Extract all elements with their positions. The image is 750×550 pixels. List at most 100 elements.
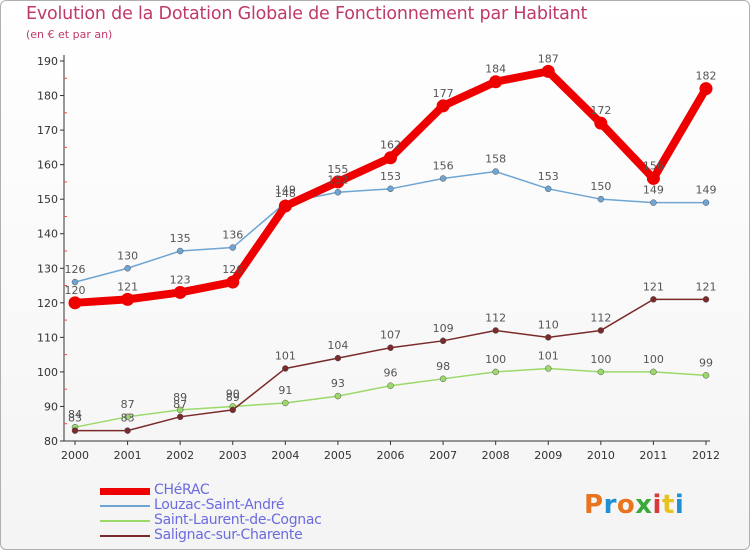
logo-letter: x bbox=[635, 490, 653, 520]
data-point bbox=[121, 292, 135, 306]
data-point bbox=[124, 265, 131, 272]
data-label: 184 bbox=[485, 63, 506, 76]
data-point bbox=[702, 296, 710, 303]
x-tick-label: 2008 bbox=[482, 449, 510, 462]
data-label: 104 bbox=[327, 339, 348, 352]
y-tick-label: 100 bbox=[37, 366, 58, 379]
data-point bbox=[489, 75, 503, 89]
data-label: 91 bbox=[278, 384, 292, 397]
data-label: 187 bbox=[538, 52, 559, 65]
data-label: 150 bbox=[590, 180, 611, 193]
legend-swatch bbox=[100, 520, 150, 522]
x-tick-label: 2010 bbox=[587, 449, 615, 462]
data-label: 93 bbox=[331, 377, 345, 390]
data-label: 101 bbox=[275, 349, 296, 362]
data-label: 158 bbox=[485, 153, 506, 166]
data-point bbox=[492, 327, 499, 334]
data-point bbox=[226, 275, 240, 289]
data-label: 126 bbox=[65, 263, 86, 276]
legend-label: Louzac-Saint-André bbox=[154, 497, 285, 513]
data-point bbox=[334, 354, 342, 362]
data-point bbox=[71, 278, 79, 286]
legend-swatch bbox=[100, 487, 150, 495]
data-point bbox=[71, 427, 79, 434]
logo-letter: i bbox=[652, 490, 662, 520]
x-tick-label: 2005 bbox=[324, 449, 352, 462]
data-label: 98 bbox=[436, 360, 450, 373]
data-point bbox=[176, 247, 184, 255]
data-point bbox=[702, 199, 710, 206]
data-point bbox=[436, 99, 450, 113]
data-point bbox=[282, 399, 289, 407]
data-label: 149 bbox=[643, 184, 664, 197]
data-point bbox=[646, 171, 660, 185]
x-tick-label: 2003 bbox=[219, 449, 247, 462]
x-tick-label: 2011 bbox=[639, 449, 667, 462]
x-tick-label: 2006 bbox=[377, 449, 405, 462]
data-point bbox=[541, 64, 555, 78]
data-label: 121 bbox=[117, 280, 138, 293]
data-point bbox=[229, 406, 236, 414]
data-label: 155 bbox=[327, 163, 348, 176]
data-point bbox=[68, 296, 82, 310]
data-label: 162 bbox=[380, 139, 401, 152]
data-label: 101 bbox=[538, 349, 559, 362]
data-label: 87 bbox=[121, 398, 135, 411]
data-point bbox=[124, 427, 131, 434]
data-point bbox=[331, 175, 345, 189]
data-point bbox=[282, 365, 289, 372]
data-point bbox=[594, 116, 608, 130]
data-label: 83 bbox=[68, 412, 82, 425]
y-tick-label: 90 bbox=[44, 400, 58, 413]
data-point bbox=[176, 406, 184, 414]
data-label: 136 bbox=[222, 229, 243, 242]
chart-title: Evolution de la Dotation Globale de Fonc… bbox=[26, 4, 588, 24]
data-label: 149 bbox=[275, 184, 296, 197]
x-tick-label: 2004 bbox=[271, 449, 299, 462]
data-label: 149 bbox=[696, 184, 717, 197]
data-point bbox=[650, 296, 657, 303]
data-point bbox=[387, 185, 394, 193]
data-label: 130 bbox=[117, 249, 138, 262]
data-point bbox=[545, 185, 552, 193]
data-point bbox=[699, 82, 713, 96]
data-label: 89 bbox=[226, 391, 240, 404]
data-label: 156 bbox=[433, 159, 454, 172]
data-label: 126 bbox=[222, 263, 243, 276]
data-label: 84 bbox=[68, 408, 82, 421]
data-label: 148 bbox=[275, 187, 296, 200]
data-point bbox=[650, 368, 657, 376]
data-label: 172 bbox=[590, 104, 611, 117]
data-point bbox=[334, 189, 342, 196]
data-label: 121 bbox=[643, 280, 664, 293]
y-tick-label: 170 bbox=[37, 124, 58, 137]
x-tick-label: 2001 bbox=[114, 449, 142, 462]
data-label: 123 bbox=[170, 273, 191, 286]
y-tick-label: 190 bbox=[37, 55, 58, 68]
logo-letter: r bbox=[603, 490, 617, 520]
data-point bbox=[387, 382, 394, 389]
logo-letter: P bbox=[584, 490, 604, 520]
logo-letter: t bbox=[661, 490, 675, 520]
data-point bbox=[439, 175, 447, 182]
y-tick-label: 120 bbox=[37, 297, 58, 310]
data-point bbox=[492, 368, 499, 376]
y-tick-label: 180 bbox=[37, 90, 58, 103]
x-tick-label: 2002 bbox=[166, 449, 194, 462]
data-point bbox=[702, 372, 710, 379]
data-point bbox=[176, 413, 184, 421]
data-label: 153 bbox=[538, 170, 559, 183]
proxiti-logo: Proxiti bbox=[584, 490, 684, 520]
y-tick-label: 110 bbox=[37, 331, 58, 344]
data-point bbox=[278, 199, 292, 213]
y-tick-label: 140 bbox=[37, 228, 58, 241]
y-tick-label: 160 bbox=[37, 159, 58, 172]
data-label: 90 bbox=[226, 387, 240, 400]
data-label: 120 bbox=[65, 284, 86, 297]
data-point bbox=[492, 168, 499, 175]
data-point bbox=[597, 195, 605, 203]
data-point bbox=[597, 327, 605, 334]
data-label: 110 bbox=[538, 318, 559, 331]
